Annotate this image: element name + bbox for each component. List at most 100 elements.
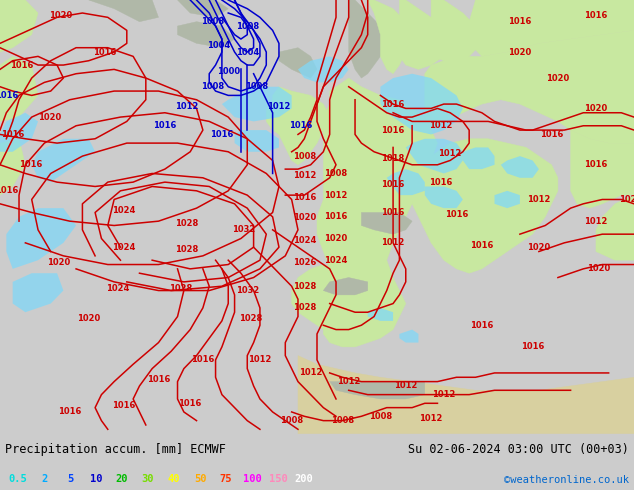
Polygon shape — [0, 0, 38, 52]
Polygon shape — [399, 330, 418, 343]
Text: 1020: 1020 — [47, 258, 70, 267]
Text: 1016: 1016 — [112, 401, 135, 410]
Text: 1012: 1012 — [429, 121, 452, 130]
Text: 1016: 1016 — [470, 321, 493, 330]
Text: 1016: 1016 — [0, 186, 18, 196]
Text: 1012: 1012 — [337, 377, 360, 386]
Text: 1016: 1016 — [93, 48, 116, 56]
Text: 200: 200 — [295, 474, 313, 484]
Polygon shape — [425, 30, 634, 143]
Polygon shape — [32, 139, 95, 182]
Text: 1016: 1016 — [179, 399, 202, 408]
Text: 1016: 1016 — [521, 343, 544, 351]
Text: 1020: 1020 — [293, 213, 316, 222]
Text: 75: 75 — [220, 474, 232, 484]
Text: 1012: 1012 — [420, 414, 443, 423]
Text: 1020: 1020 — [49, 11, 72, 20]
Text: 1020: 1020 — [585, 104, 607, 113]
Text: 5: 5 — [67, 474, 73, 484]
Text: 1012: 1012 — [527, 195, 550, 204]
Text: 1032: 1032 — [233, 225, 256, 234]
Text: 1004: 1004 — [236, 48, 259, 56]
Text: Precipitation accum. [mm] ECMWF: Precipitation accum. [mm] ECMWF — [5, 443, 226, 456]
Text: 1008: 1008 — [245, 82, 268, 91]
Text: 1016: 1016 — [429, 178, 452, 187]
Polygon shape — [406, 139, 463, 173]
Text: 100: 100 — [243, 474, 261, 484]
Text: ©weatheronline.co.uk: ©weatheronline.co.uk — [504, 475, 629, 485]
Text: 1032: 1032 — [236, 286, 259, 295]
Text: 1012: 1012 — [299, 368, 322, 377]
Text: 1020: 1020 — [77, 314, 100, 323]
Text: 1016: 1016 — [293, 193, 316, 202]
Text: 1024: 1024 — [293, 236, 316, 245]
Polygon shape — [0, 139, 25, 195]
Text: 1016: 1016 — [585, 11, 607, 20]
Text: 1020: 1020 — [508, 48, 531, 56]
Polygon shape — [273, 87, 330, 165]
Polygon shape — [317, 78, 437, 347]
Text: 1016: 1016 — [382, 99, 404, 109]
Polygon shape — [412, 139, 558, 273]
Text: 1020: 1020 — [38, 113, 61, 122]
Text: 1028: 1028 — [169, 284, 192, 293]
Text: 50: 50 — [194, 474, 206, 484]
Polygon shape — [501, 156, 539, 178]
Text: 1008: 1008 — [369, 412, 392, 421]
Polygon shape — [349, 0, 387, 78]
Polygon shape — [0, 0, 25, 35]
Polygon shape — [298, 356, 634, 434]
Text: 2: 2 — [41, 474, 47, 484]
Text: 1012: 1012 — [432, 390, 455, 399]
Text: 1012: 1012 — [268, 102, 290, 111]
Polygon shape — [292, 265, 380, 343]
Polygon shape — [89, 0, 158, 22]
Text: 1016: 1016 — [1, 130, 24, 139]
Polygon shape — [495, 191, 520, 208]
Polygon shape — [222, 87, 292, 122]
Text: 1024: 1024 — [106, 284, 129, 293]
Text: 1008: 1008 — [293, 151, 316, 161]
Text: 1012: 1012 — [439, 149, 462, 158]
Text: 1012: 1012 — [585, 217, 607, 226]
Polygon shape — [235, 130, 279, 152]
Text: 1012: 1012 — [293, 171, 316, 180]
Polygon shape — [323, 277, 368, 295]
Text: 0.5: 0.5 — [9, 474, 27, 484]
Text: 1020: 1020 — [547, 74, 569, 82]
Polygon shape — [6, 208, 76, 269]
Polygon shape — [469, 0, 634, 56]
Text: 1016: 1016 — [11, 61, 34, 70]
Text: 1016: 1016 — [508, 17, 531, 26]
Polygon shape — [368, 0, 412, 74]
Text: 1016: 1016 — [153, 121, 176, 130]
Text: 1028: 1028 — [239, 314, 262, 323]
Text: 40: 40 — [168, 474, 180, 484]
Polygon shape — [330, 382, 425, 399]
Polygon shape — [298, 56, 349, 82]
Text: 1008: 1008 — [236, 22, 259, 30]
Text: 1016: 1016 — [290, 121, 313, 130]
Text: 1016: 1016 — [19, 160, 42, 169]
Text: 1020: 1020 — [588, 265, 611, 273]
Text: 1024: 1024 — [325, 256, 347, 265]
Text: 1016: 1016 — [210, 130, 233, 139]
Polygon shape — [463, 147, 495, 169]
Text: 1026: 1026 — [293, 258, 316, 267]
Text: 1012: 1012 — [249, 355, 271, 365]
Text: 1008: 1008 — [325, 169, 347, 178]
Polygon shape — [178, 22, 235, 48]
Text: 1028: 1028 — [293, 282, 316, 291]
Text: 1016: 1016 — [382, 180, 404, 189]
Text: 1012: 1012 — [382, 238, 404, 247]
Text: 1016: 1016 — [147, 375, 170, 384]
Text: 1008: 1008 — [201, 82, 224, 91]
Text: 1020: 1020 — [325, 234, 347, 243]
Polygon shape — [596, 195, 634, 260]
Polygon shape — [361, 213, 412, 234]
Text: 1012: 1012 — [325, 191, 347, 199]
Polygon shape — [266, 104, 285, 134]
Text: 1016: 1016 — [445, 210, 468, 219]
Text: 1008: 1008 — [331, 416, 354, 425]
Polygon shape — [387, 169, 425, 195]
